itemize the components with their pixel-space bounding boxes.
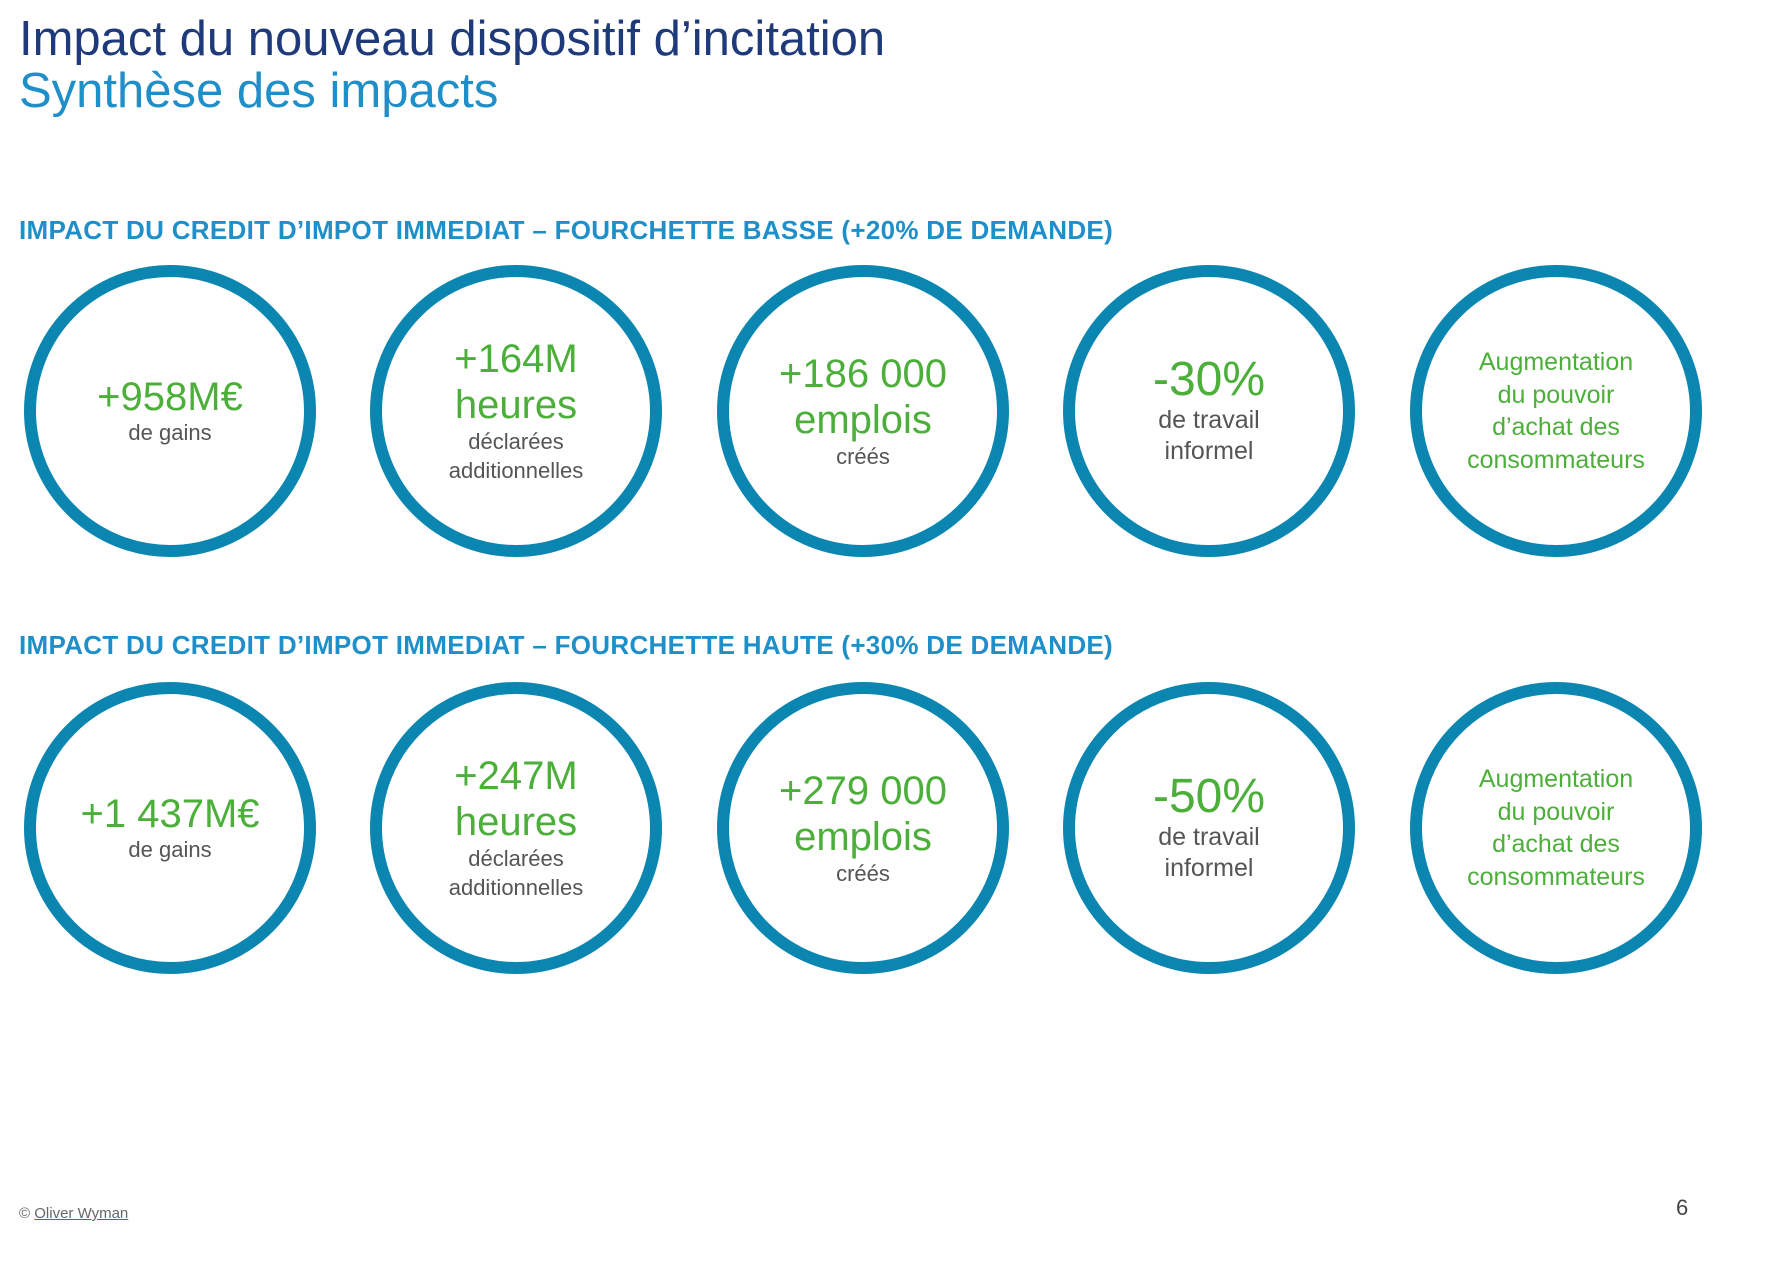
slide-subtitle: Synthèse des impacts xyxy=(19,64,499,118)
informal-label-1: de travail xyxy=(1158,405,1260,434)
purchasing-power-circle: Augmentation du pouvoir d’achat des cons… xyxy=(1410,682,1702,974)
informal-value: -30% xyxy=(1152,352,1266,406)
hours-label-2: additionnelles xyxy=(448,875,584,900)
informal-work-circle: -50% de travail informel xyxy=(1063,682,1355,974)
power-line-2: du pouvoir xyxy=(1497,797,1615,826)
power-line-2: du pouvoir xyxy=(1497,380,1615,409)
informal-label-2: informel xyxy=(1164,854,1254,883)
brand-name: Oliver Wyman xyxy=(34,1205,129,1222)
impact-row-low: +958M€ de gains +164M heures déclarées a… xyxy=(0,253,1766,557)
page-number: 6 xyxy=(1676,1195,1689,1220)
impact-row-high: +1 437M€ de gains +247M heures déclarées… xyxy=(0,670,1766,974)
copyright-notice: © Oliver Wyman xyxy=(19,1205,128,1222)
hours-value: +247M xyxy=(454,754,578,799)
hours-label-2: additionnelles xyxy=(448,458,584,483)
jobs-value: +279 000 xyxy=(779,768,947,813)
copyright-symbol: © xyxy=(19,1205,31,1222)
power-line-4: consommateurs xyxy=(1467,862,1645,891)
jobs-label: créés xyxy=(836,860,890,886)
hours-unit: heures xyxy=(454,800,578,845)
informal-label-1: de travail xyxy=(1158,822,1260,851)
hours-unit: heures xyxy=(454,383,578,428)
hours-circle: +247M heures déclarées additionnelles xyxy=(370,682,662,974)
gains-label: de gains xyxy=(128,419,212,445)
power-line-4: consommateurs xyxy=(1467,445,1645,474)
gains-label: de gains xyxy=(128,836,212,862)
informal-work-circle: -30% de travail informel xyxy=(1063,265,1355,557)
power-line-1: Augmentation xyxy=(1478,765,1634,793)
gains-circle: +958M€ de gains xyxy=(24,265,316,557)
jobs-value: +186 000 xyxy=(779,351,947,396)
hours-value: +164M xyxy=(454,337,578,382)
gains-value: +1 437M€ xyxy=(80,791,260,836)
power-line-1: Augmentation xyxy=(1478,348,1634,376)
jobs-label: créés xyxy=(836,443,890,469)
gains-value: +958M€ xyxy=(97,374,243,419)
hours-label-1: déclarées xyxy=(468,429,564,455)
informal-label-2: informel xyxy=(1164,437,1254,466)
slide-title: Impact du nouveau dispositif d’incitatio… xyxy=(19,12,886,66)
hours-circle: +164M heures déclarées additionnelles xyxy=(370,265,662,557)
section-heading-low: IMPACT DU CREDIT D’IMPOT IMMEDIAT – FOUR… xyxy=(19,215,1114,245)
power-line-3: d’achat des xyxy=(1492,830,1620,858)
informal-value: -50% xyxy=(1152,769,1266,823)
jobs-circle: +186 000 emplois créés xyxy=(717,265,1009,557)
hours-label-1: déclarées xyxy=(468,846,564,872)
power-line-3: d’achat des xyxy=(1492,413,1620,441)
jobs-unit: emplois xyxy=(794,397,932,442)
purchasing-power-circle: Augmentation du pouvoir d’achat des cons… xyxy=(1410,265,1702,557)
section-heading-high: IMPACT DU CREDIT D’IMPOT IMMEDIAT – FOUR… xyxy=(19,630,1114,660)
jobs-unit: emplois xyxy=(794,814,932,859)
gains-circle: +1 437M€ de gains xyxy=(24,682,316,974)
jobs-circle: +279 000 emplois créés xyxy=(717,682,1009,974)
